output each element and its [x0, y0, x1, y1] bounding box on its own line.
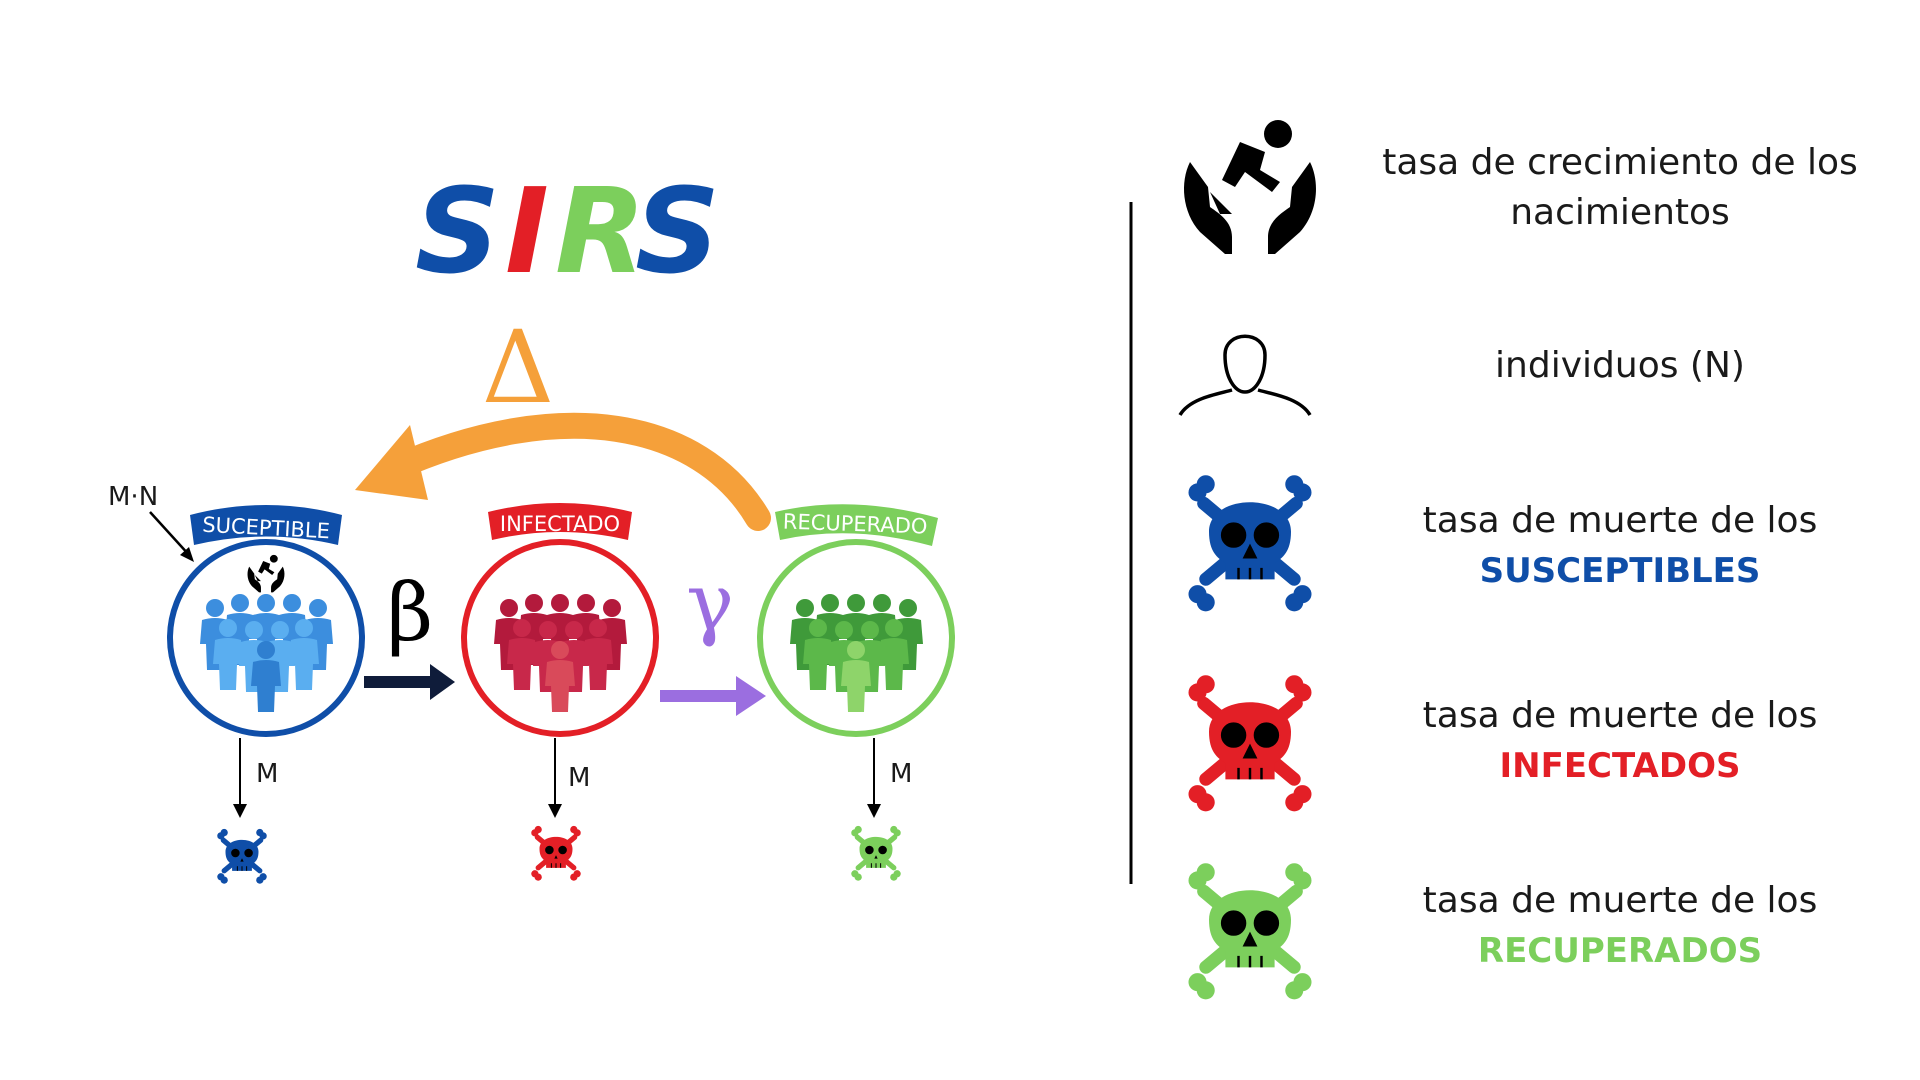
beta-arrow	[364, 664, 455, 700]
birth-hands-icon	[1184, 120, 1316, 254]
legend-infected-line2: INFECTADOS	[1500, 746, 1741, 786]
legend-item-infected-deaths: tasa de muerte de los INFECTADOS	[1189, 675, 1818, 811]
infected-label: INFECTADO	[500, 512, 620, 536]
recovered-skull-small-icon	[850, 825, 902, 882]
legend-recovered-line2: RECUPERADOS	[1478, 931, 1762, 971]
susceptible-banner	[190, 505, 342, 545]
infected-skull-small-icon	[530, 825, 582, 882]
legend-birth-line1: tasa de crecimiento de los	[1382, 142, 1857, 183]
skull-green-icon	[1189, 863, 1312, 999]
title-letter-s1: S	[415, 162, 500, 300]
legend-item-birth: tasa de crecimiento de los nacimientos	[1184, 120, 1858, 254]
legend-susceptible-line1: tasa de muerte de los	[1423, 500, 1818, 541]
legend-individuals-text: individuos (N)	[1495, 345, 1745, 386]
recovered-death-label: M	[890, 759, 912, 789]
title-letter-r: R	[555, 162, 646, 300]
legend: tasa de crecimiento de los nacimientos i…	[1178, 120, 1858, 999]
beta-symbol: β	[387, 566, 433, 659]
delta-symbol: Δ	[482, 309, 554, 426]
birth-rate-label: M·N	[108, 482, 158, 512]
skull-red-icon	[1189, 675, 1312, 811]
legend-birth-line2: nacimientos	[1510, 192, 1730, 233]
delta-arrow	[355, 412, 771, 531]
legend-infected-line1: tasa de muerte de los	[1423, 695, 1818, 736]
legend-recovered-line1: tasa de muerte de los	[1423, 880, 1818, 921]
person-outline-icon	[1178, 334, 1312, 417]
recovered-label: RECUPERADO	[782, 509, 927, 538]
recovered-banner	[775, 504, 938, 546]
compartment-infected: INFECTADO M	[461, 503, 659, 882]
title-letter-i: I	[505, 162, 549, 300]
compartment-susceptible: SUCEPTIBLE M	[167, 505, 365, 885]
gamma-symbol: γ	[686, 556, 734, 649]
skull-blue-icon	[1189, 475, 1312, 611]
infected-death-label: M	[568, 763, 590, 793]
legend-item-susceptible-deaths: tasa de muerte de los SUSCEPTIBLES	[1189, 475, 1818, 611]
sirs-title: S I R S	[415, 162, 720, 300]
susceptible-death-label: M	[256, 759, 278, 789]
susceptible-skull-small-icon	[216, 828, 268, 885]
infected-banner	[488, 503, 632, 540]
gamma-arrow	[660, 676, 766, 716]
compartment-recovered: RECUPERADO M	[757, 504, 955, 882]
legend-item-recovered-deaths: tasa de muerte de los RECUPERADOS	[1189, 863, 1818, 999]
legend-item-individuals: individuos (N)	[1178, 334, 1745, 417]
legend-susceptible-line2: SUSCEPTIBLES	[1480, 551, 1761, 591]
birth-arrow	[149, 511, 194, 562]
title-letter-s2: S	[635, 162, 720, 300]
